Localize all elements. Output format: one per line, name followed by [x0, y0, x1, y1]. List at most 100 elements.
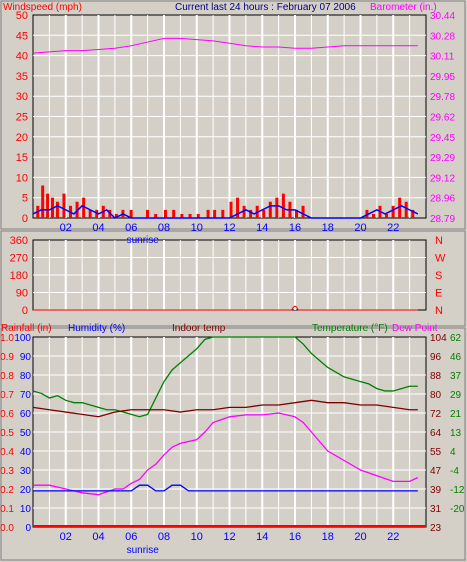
dewpoint-y-tick: 62 — [450, 333, 462, 344]
x-tick-label: 20 — [354, 222, 366, 234]
baro-y-tick: 30.11 — [430, 52, 455, 63]
dir-y-tick: 360 — [10, 235, 28, 247]
x-tick-label: 06 — [125, 531, 137, 543]
panel-top-frame — [0, 0, 466, 230]
x-tick-label: 16 — [289, 531, 301, 543]
wind-y-tick: 30 — [16, 91, 28, 103]
wind-gust-bar — [129, 209, 133, 218]
wind-gust-bar — [154, 213, 158, 218]
x-tick-label: 20 — [354, 531, 366, 543]
wind-gust-bar — [164, 209, 167, 218]
grid-lines — [33, 15, 426, 527]
rain-y-tick: 0.5 — [0, 428, 14, 439]
wind-gust-bar — [95, 209, 99, 218]
rain-y-tick: 0.9 — [0, 352, 14, 363]
rain-y-tick: 0.0 — [0, 523, 14, 534]
humidity-y-tick: 10 — [20, 504, 32, 515]
rain-y-tick: 0.6 — [0, 409, 14, 420]
x-tick-label: 18 — [322, 531, 334, 543]
x-tick-label: 04 — [92, 222, 104, 234]
x-tick-label: 14 — [256, 531, 268, 543]
wind-gust-bar — [371, 213, 375, 218]
indoor-temp-line — [32, 399, 418, 418]
wind-gust-bar — [249, 209, 253, 218]
wind-y-tick: 10 — [16, 172, 28, 184]
baro-y-tick: 28.96 — [430, 194, 455, 205]
temperature-f-line — [32, 336, 418, 418]
temp-y-tick: 80 — [430, 390, 442, 401]
dewpoint-y-tick: -4 — [450, 466, 459, 477]
dewpoint-y-tick: 4 — [450, 447, 456, 458]
baro-y-tick: 30.44 — [430, 11, 455, 22]
wind-gust-bar — [262, 209, 266, 218]
baro-y-tick: 30.28 — [430, 31, 455, 42]
wind-gust-bar — [41, 185, 45, 218]
indoor-temp-label: Indoor temp — [172, 323, 226, 334]
humidity-label: Humidity (%) — [68, 323, 125, 334]
wind-gust-bar — [281, 193, 285, 218]
temp-y-tick: 72 — [430, 409, 442, 420]
x-tick-label: 12 — [223, 222, 235, 234]
wind-y-tick: 20 — [16, 132, 28, 144]
wind-gust-bar — [172, 209, 176, 218]
humidity-y-tick: 0 — [25, 523, 31, 534]
temp-y-tick: 47 — [430, 466, 442, 477]
wind-gust-bar — [411, 209, 415, 218]
temp-y-tick: 88 — [430, 371, 442, 382]
wind-gust-bar — [404, 201, 408, 218]
wind-y-tick: 25 — [16, 112, 28, 124]
baro-y-tick: 29.12 — [430, 173, 455, 184]
wind-gust-bar — [365, 209, 369, 218]
x-tick-label: 14 — [256, 222, 268, 234]
dir-compass-tick: N — [435, 305, 443, 317]
humidity-y-tick: 100 — [14, 333, 31, 344]
temp-y-tick: 64 — [430, 428, 442, 439]
dir-compass-tick: E — [435, 288, 442, 300]
barometer-line — [32, 37, 418, 54]
wind-gust-bar — [196, 213, 200, 218]
dewpoint-y-tick: 13 — [450, 428, 462, 439]
wind-gust-bar — [55, 201, 59, 218]
dewpoint-y-tick: 29 — [450, 390, 462, 401]
rain-y-tick: 1.0 — [0, 333, 14, 344]
dewpoint-y-tick: -20 — [450, 504, 465, 515]
wind-y-tick: 50 — [16, 10, 28, 22]
x-tick-label: 22 — [387, 531, 399, 543]
wind-gust-bar — [206, 209, 210, 218]
x-tick-label: 04 — [92, 531, 104, 543]
rain-y-tick: 0.7 — [0, 390, 14, 401]
windspeed-label: Windspeed (mph) — [3, 2, 82, 13]
wind-gust-bar — [221, 209, 225, 218]
wind-gust-bar — [275, 197, 279, 218]
wind-y-tick: 15 — [16, 152, 28, 164]
series-layer — [32, 37, 426, 527]
x-tick-label: 16 — [289, 222, 301, 234]
panel-bottom-frame — [0, 327, 466, 561]
wind-gust-bar — [295, 209, 298, 218]
dewpoint-label: Dew Point — [392, 323, 438, 334]
rain-y-tick: 0.3 — [0, 466, 14, 477]
wind-y-tick: 0 — [22, 213, 28, 225]
rain-y-tick: 0.8 — [0, 371, 14, 382]
wind-gust-bar — [180, 213, 184, 218]
humidity-y-tick: 20 — [20, 485, 32, 496]
baro-y-tick: 29.45 — [430, 133, 455, 144]
baro-y-tick: 29.62 — [430, 113, 455, 124]
dir-y-tick: 180 — [10, 270, 28, 282]
rainfall-label: Rainfall (in) — [1, 323, 52, 334]
x-tick-label: 18 — [322, 222, 334, 234]
x-tick-label: 08 — [158, 222, 170, 234]
wind-gust-bar — [301, 205, 305, 218]
wind-gust-bar — [236, 197, 240, 218]
rain-y-tick: 0.4 — [0, 447, 14, 458]
wind-avg-line — [32, 204, 419, 219]
temp-y-tick: 55 — [430, 447, 442, 458]
wind-gust-bar — [82, 197, 86, 218]
x-tick-label: 10 — [191, 531, 203, 543]
baro-y-tick: 29.29 — [430, 153, 455, 164]
wind-gust-bar — [145, 209, 149, 218]
humidity-y-tick: 40 — [20, 447, 32, 458]
sunrise-label: sunrise — [127, 235, 160, 246]
